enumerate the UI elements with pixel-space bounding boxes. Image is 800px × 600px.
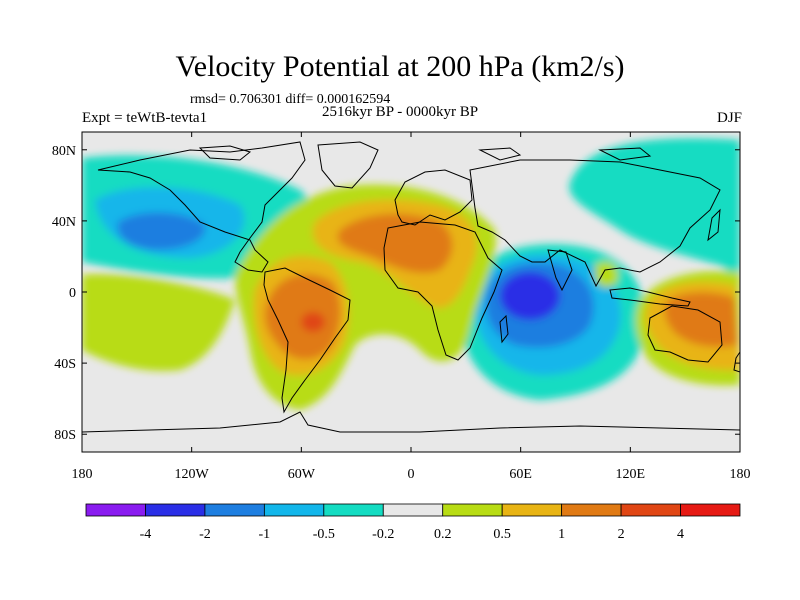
- lon-tick-label: 60E: [509, 467, 532, 482]
- colorbar-label: 0.2: [434, 527, 452, 542]
- orange-region: [265, 274, 341, 360]
- colorbar-swatch: [323, 503, 384, 517]
- lat-tick-label: 0: [69, 286, 76, 301]
- colorbar-swatch: [501, 503, 563, 517]
- dark-blue-core: [500, 272, 560, 320]
- colorbar-swatch: [145, 503, 206, 517]
- lime-region: [595, 261, 619, 288]
- lon-tick-label: 0: [408, 467, 415, 482]
- lat-tick-label: 40N: [52, 215, 76, 230]
- page-title: Velocity Potential at 200 hPa (km2/s): [175, 50, 625, 83]
- experiment-label: Expt = teWtB-tevta1: [82, 110, 208, 126]
- madagascar-coast: [499, 314, 509, 344]
- asia-coast: [469, 159, 721, 288]
- colorbar-swatch: [204, 503, 265, 517]
- north-america-coast: [97, 141, 306, 273]
- colorbar-label: -0.5: [313, 527, 335, 542]
- new-zealand-coast: [733, 351, 740, 373]
- colorbar-swatch: [620, 503, 681, 517]
- australia-coast: [647, 305, 723, 363]
- colorbar-label: -4: [140, 527, 152, 542]
- lon-tick-label: 180: [730, 467, 751, 482]
- south-america-coast: [263, 267, 351, 414]
- coastlines: [82, 141, 740, 433]
- colorbar-label: 4: [677, 527, 684, 542]
- lat-tick-label: 40S: [54, 357, 76, 372]
- stats-subtitle: rmsd= 0.706301 diff= 0.000162594: [190, 92, 391, 107]
- india-coast: [547, 249, 573, 292]
- lon-tick-label: 120W: [175, 467, 210, 482]
- colorbar: -4 -2 -1 -0.5 -0.2 0.2 0.5 1 2 4: [85, 503, 741, 542]
- teal-region: [569, 138, 740, 272]
- blue-region: [117, 212, 206, 250]
- lon-tick-label: 120E: [616, 467, 646, 482]
- colorbar-label: -2: [199, 527, 211, 542]
- lat-tick-label: 80N: [52, 144, 76, 159]
- colorbar-swatch: [85, 503, 146, 517]
- colorbar-swatch: [442, 503, 503, 517]
- arctic-islands-coast: [198, 145, 652, 161]
- contour-field: [82, 132, 740, 452]
- colorbar-label: -1: [259, 527, 271, 542]
- colorbar-swatch: [561, 503, 622, 517]
- colorbar-swatch: [263, 503, 325, 517]
- colorbar-label: -0.2: [372, 527, 394, 542]
- colorbar-swatch: [382, 503, 444, 517]
- antarctica-coast: [82, 411, 740, 433]
- africa-coast: [383, 221, 503, 361]
- lat-tick-label: 80S: [54, 428, 76, 443]
- axis-ticks: 180 120W 60W 0 60E 120E 180 80N 40N 0 40S 80S: [52, 132, 751, 482]
- maritime-continent-coast: [609, 287, 691, 307]
- orange-region: [337, 213, 453, 273]
- colorbar-swatch: [680, 503, 741, 517]
- lon-tick-label: 180: [72, 467, 93, 482]
- greenland-coast: [317, 141, 379, 189]
- red-orange-core: [301, 312, 325, 332]
- season-label: DJF: [716, 110, 742, 126]
- period-label: 2516kyr BP - 0000kyr BP: [321, 104, 479, 120]
- europe-coast: [394, 169, 473, 226]
- colorbar-label: 2: [618, 527, 625, 542]
- colorbar-label: 0.5: [493, 527, 511, 542]
- lime-region: [82, 274, 235, 371]
- japan-coast: [707, 208, 721, 242]
- lon-tick-label: 60W: [288, 467, 316, 482]
- colorbar-label: 1: [558, 527, 565, 542]
